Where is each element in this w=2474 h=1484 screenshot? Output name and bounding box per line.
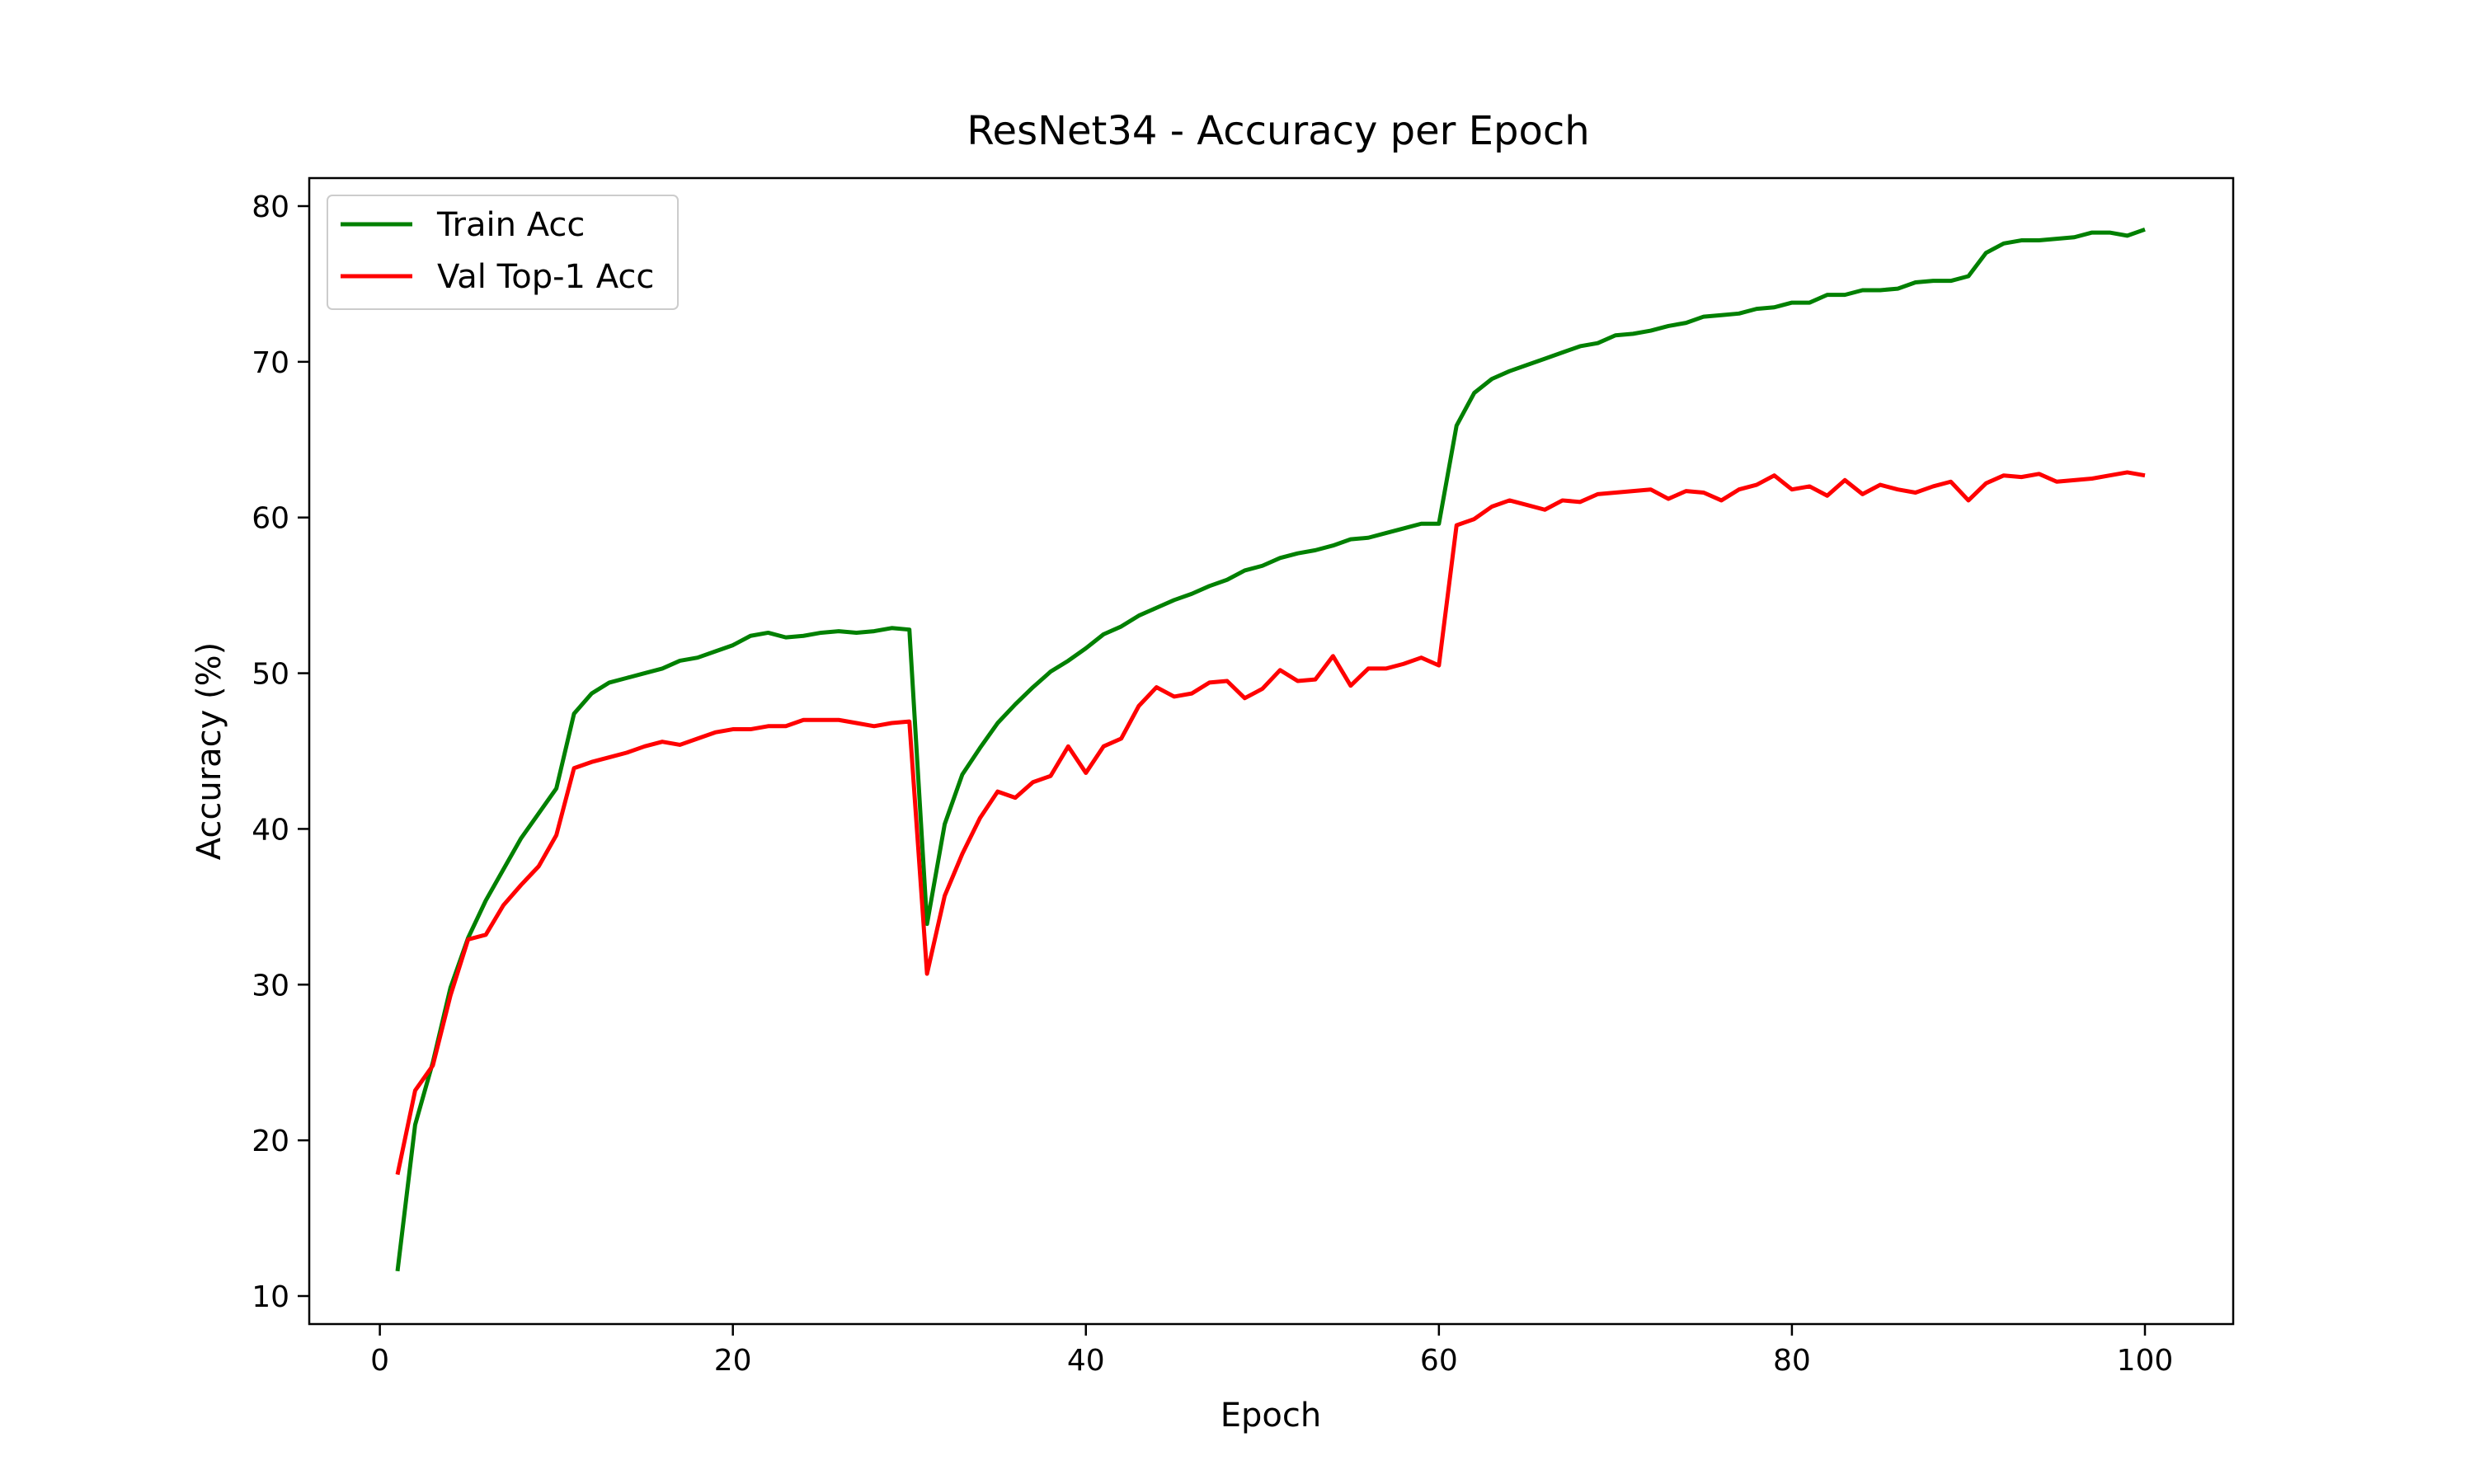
series-line-val-top-1-acc [395, 470, 2146, 1176]
chart-title: ResNet34 - Accuracy per Epoch [967, 108, 1589, 154]
legend-label-train-acc: Train Acc [436, 206, 585, 244]
plot-lines [395, 227, 2146, 1272]
x-tick-label: 80 [1773, 1344, 1811, 1378]
y-axis-ticks: 10 20 30 40 50 60 70 80 [252, 190, 309, 1314]
plot-frame [308, 176, 2235, 1326]
x-axis-label: Epoch [1221, 1397, 1321, 1435]
legend: Train Acc Val Top-1 Acc [327, 195, 679, 310]
x-axis-ticks: 0 20 40 60 80 100 [370, 1324, 2173, 1378]
y-tick-label: 60 [252, 502, 289, 536]
legend-label-val-top1-acc: Val Top-1 Acc [437, 258, 654, 296]
x-tick-label: 40 [1067, 1344, 1105, 1378]
x-tick-label: 100 [2117, 1344, 2174, 1378]
y-tick-label: 40 [252, 813, 289, 847]
legend-box [327, 195, 679, 310]
y-tick-label: 30 [252, 969, 289, 1003]
y-tick-label: 20 [252, 1125, 289, 1158]
y-tick-label: 50 [252, 658, 289, 692]
series-line-train-acc [395, 227, 2146, 1272]
y-tick-label: 10 [252, 1280, 289, 1314]
x-tick-label: 20 [714, 1344, 752, 1378]
y-tick-label: 80 [252, 190, 289, 224]
y-tick-label: 70 [252, 346, 289, 380]
y-axis-label: Accuracy (%) [190, 642, 228, 861]
x-tick-label: 0 [370, 1344, 389, 1378]
x-tick-label: 60 [1420, 1344, 1458, 1378]
